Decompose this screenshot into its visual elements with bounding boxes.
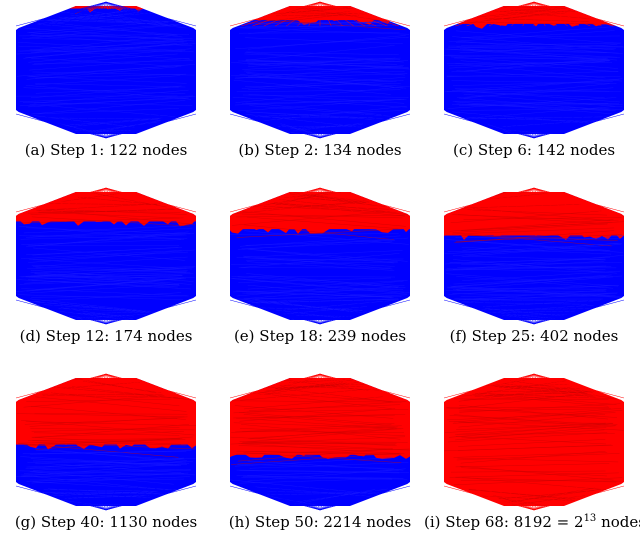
panel-a: (a) Step 1: 122 nodes: [6, 0, 206, 173]
graph-plot: [220, 186, 420, 326]
caption-main: (i) Step 68: 8192 = 2: [424, 513, 584, 531]
caption-tail: nodes: [596, 513, 640, 531]
panel-caption: (h) Step 50: 2214 nodes: [210, 513, 430, 531]
graph-plot: [6, 0, 206, 140]
graph-plot: [434, 186, 634, 326]
panel-caption: (b) Step 2: 134 nodes: [210, 141, 430, 159]
panel-caption: (c) Step 6: 142 nodes: [424, 141, 640, 159]
panel-d: (d) Step 12: 174 nodes: [6, 186, 206, 359]
panel-h: (h) Step 50: 2214 nodes: [220, 372, 420, 545]
panel-e: (e) Step 18: 239 nodes: [220, 186, 420, 359]
graph-plot: [434, 0, 634, 140]
panel-caption: (i) Step 68: 8192 = 213 nodes: [424, 513, 640, 531]
graph-plot: [6, 372, 206, 512]
panel-f: (f) Step 25: 402 nodes: [434, 186, 634, 359]
graph-plot: [220, 0, 420, 140]
graph-plot: [220, 372, 420, 512]
panel-b: (b) Step 2: 134 nodes: [220, 0, 420, 173]
panel-caption: (g) Step 40: 1130 nodes: [0, 513, 216, 531]
panel-g: (g) Step 40: 1130 nodes: [6, 372, 206, 545]
graph-plot: [434, 372, 634, 512]
panel-caption: (f) Step 25: 402 nodes: [424, 327, 640, 345]
caption-exponent: 13: [584, 513, 597, 524]
panel-caption: (d) Step 12: 174 nodes: [0, 327, 216, 345]
panel-i: (i) Step 68: 8192 = 213 nodes: [434, 372, 634, 545]
graph-plot: [6, 186, 206, 326]
panel-caption: (a) Step 1: 122 nodes: [0, 141, 216, 159]
panel-c: (c) Step 6: 142 nodes: [434, 0, 634, 173]
panel-caption: (e) Step 18: 239 nodes: [210, 327, 430, 345]
